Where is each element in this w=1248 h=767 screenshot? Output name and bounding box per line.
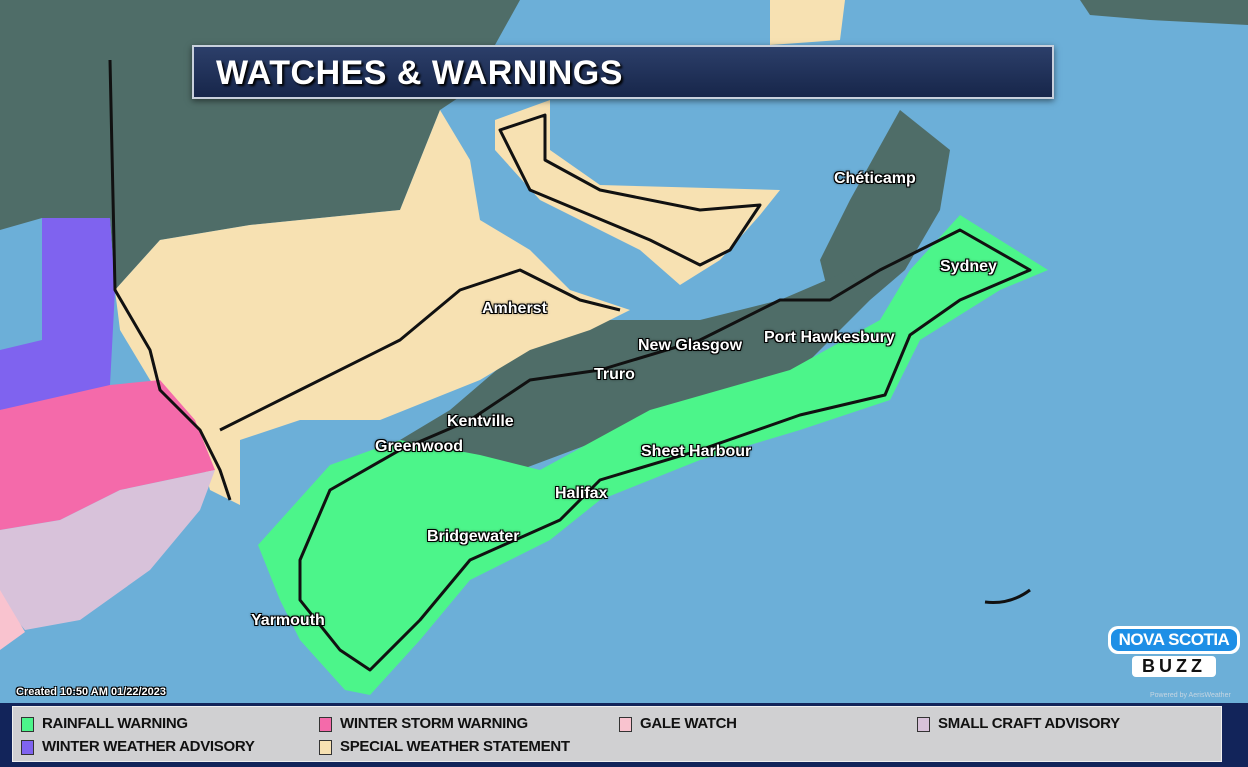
legend-label: RAINFALL WARNING (42, 715, 188, 732)
legend-label: WINTER STORM WARNING (340, 715, 528, 732)
city-label: Sheet Harbour (641, 443, 752, 460)
city-label: Kentville (447, 413, 514, 430)
legend-swatch (319, 739, 332, 755)
zone-gale-watch (0, 590, 25, 650)
legend-item: SMALL CRAFT ADVISORY (917, 715, 1120, 733)
city-label: Truro (594, 366, 635, 383)
legend-swatch (21, 739, 34, 755)
legend-item: SPECIAL WEATHER STATEMENT (319, 738, 570, 756)
city-label: Sydney (940, 258, 997, 275)
zone-special-weather-statement-north (770, 0, 845, 45)
zone-special-weather-statement (115, 110, 630, 505)
legend-label: WINTER WEATHER ADVISORY (42, 738, 255, 755)
city-label: Port Hawkesbury (764, 329, 895, 346)
warnings-map (0, 0, 1248, 695)
zone-rainfall-warning (258, 215, 1048, 695)
land-newfoundland (1080, 0, 1248, 25)
legend-swatch (319, 716, 332, 732)
city-label: Chéticamp (834, 170, 916, 187)
zone-special-weather-statement-pei (495, 100, 780, 285)
legend-swatch (917, 716, 930, 732)
city-label: New Glasgow (638, 337, 743, 354)
coastline-nb (108, 59, 621, 501)
legend: RAINFALL WARNING WINTER STORM WARNING GA… (12, 706, 1222, 762)
title-banner: WATCHES & WARNINGS (192, 45, 1054, 99)
logo-line2: BUZZ (1132, 656, 1216, 677)
legend-swatch (619, 716, 632, 732)
logo-line1: NOVA SCOTIA (1111, 629, 1237, 651)
zone-winter-storm-warning (0, 380, 215, 530)
zone-winter-weather-advisory (0, 218, 115, 410)
legend-label: SPECIAL WEATHER STATEMENT (340, 738, 570, 755)
city-label: Yarmouth (251, 612, 325, 629)
coastline-sable (984, 588, 1031, 604)
powered-by: Powered by AerisWeather (1150, 692, 1231, 699)
map-title: WATCHES & WARNINGS (216, 54, 623, 92)
legend-item: RAINFALL WARNING (21, 715, 188, 733)
city-label: Greenwood (375, 438, 464, 455)
legend-item: GALE WATCH (619, 715, 737, 733)
coastline-pei (498, 113, 762, 267)
legend-swatch (21, 716, 34, 732)
coastline-ns (298, 228, 1032, 672)
legend-label: SMALL CRAFT ADVISORY (938, 715, 1120, 732)
city-label: Bridgewater (427, 528, 520, 545)
nova-scotia-buzz-logo: NOVA SCOTIA BUZZ (1108, 626, 1240, 677)
legend-item: WINTER STORM WARNING (319, 715, 528, 733)
legend-bar: RAINFALL WARNING WINTER STORM WARNING GA… (0, 703, 1248, 767)
land-cape-breton (820, 110, 950, 300)
legend-label: GALE WATCH (640, 715, 737, 732)
created-timestamp: Created 10:50 AM 01/22/2023 (16, 686, 167, 698)
zone-small-craft-advisory (0, 470, 215, 630)
city-label: Halifax (555, 485, 608, 502)
legend-item: WINTER WEATHER ADVISORY (21, 738, 255, 756)
city-label: Amherst (482, 300, 547, 317)
